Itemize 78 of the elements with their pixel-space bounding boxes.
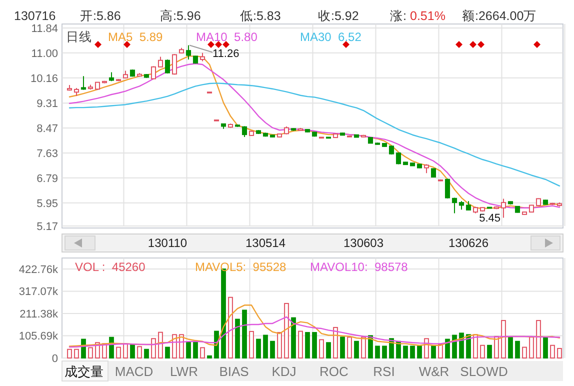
series-label: MA5 5.89: [108, 30, 164, 44]
text: SLOWD: [460, 364, 508, 379]
bar: [270, 340, 275, 358]
bar: [431, 346, 436, 358]
text: 高:5.96: [160, 8, 201, 23]
text: LWR: [170, 364, 198, 379]
bar: [193, 341, 198, 358]
bar: [375, 346, 380, 358]
y-tick-label: 5.95: [36, 198, 58, 210]
text: MAVOL10: 98578: [310, 260, 408, 274]
y-tick-label: 7.63: [36, 148, 58, 160]
y-tick-label: 5.17: [36, 221, 58, 233]
text: 收:5.92: [318, 9, 359, 23]
bar: [487, 344, 492, 358]
bar: [326, 342, 331, 358]
line-series: [68, 304, 560, 347]
annotation: 5.45: [479, 212, 500, 225]
bar: [291, 317, 296, 358]
bar: [466, 334, 471, 358]
annotation: 11.26: [212, 48, 240, 60]
bar: [445, 338, 450, 358]
text: MAVOL5: 95528: [195, 260, 286, 274]
text: VOL : 45260: [75, 260, 146, 274]
bar: [515, 340, 520, 358]
line-series: [68, 82, 560, 187]
bar: [417, 346, 422, 358]
y-tick-label: 11.84: [31, 23, 58, 35]
bar: [305, 332, 310, 358]
y-tick-label: 8.47: [36, 123, 58, 136]
text: 低:5.83: [240, 9, 281, 23]
text: KDJ: [272, 364, 296, 379]
bar: [508, 336, 513, 358]
y-tick-label: 0: [52, 353, 58, 365]
bar: [403, 346, 408, 358]
bar: [256, 338, 261, 358]
x-tick-label: 130626: [448, 236, 489, 250]
y-tick-label: 105.69k: [18, 330, 58, 343]
x-tick-label: 130603: [343, 236, 384, 250]
candlestick: [500, 198, 506, 218]
bar: [165, 346, 170, 358]
bar: [130, 344, 135, 358]
y-tick-label: 211.38k: [20, 308, 58, 320]
text: MA30 6.52: [300, 30, 362, 44]
bar: [144, 348, 149, 358]
bar: [207, 355, 212, 358]
bar: [340, 336, 345, 358]
bar: [543, 336, 548, 358]
bar: [186, 342, 191, 358]
text: 成交量: [64, 364, 104, 379]
text: 涨:: [390, 9, 406, 23]
x-tick-label: 130514: [245, 236, 286, 250]
text: ROC: [320, 364, 348, 379]
bar: [459, 332, 464, 358]
y-tick-label: 6.79: [36, 172, 58, 185]
y-tick-label: 10.16: [30, 72, 58, 85]
annotation: 日线: [66, 30, 92, 44]
bar: [235, 318, 240, 358]
bar: [382, 346, 387, 358]
series-label: MA10 5.80: [196, 30, 258, 44]
text: W&R: [418, 364, 450, 379]
text: 开:5.86: [80, 9, 121, 23]
text: 额:2664.00万: [462, 9, 537, 23]
text: BIAS: [219, 364, 250, 379]
x-tick-label: 130110: [148, 236, 188, 250]
bar: [312, 332, 317, 358]
bar: [410, 346, 415, 358]
bar: [263, 334, 268, 358]
y-tick-label: 9.31: [36, 98, 58, 110]
line-series: [68, 316, 560, 348]
text: 0.51%: [410, 9, 446, 23]
y-tick-label: 422.76k: [18, 264, 58, 276]
text: MACD: [114, 364, 154, 379]
y-tick-label: 11.00: [31, 48, 58, 60]
text: 130716: [14, 9, 56, 23]
bar: [354, 340, 359, 358]
y-tick-label: 317.07k: [18, 286, 58, 298]
text: RSI: [373, 364, 395, 379]
bar: [242, 310, 247, 358]
